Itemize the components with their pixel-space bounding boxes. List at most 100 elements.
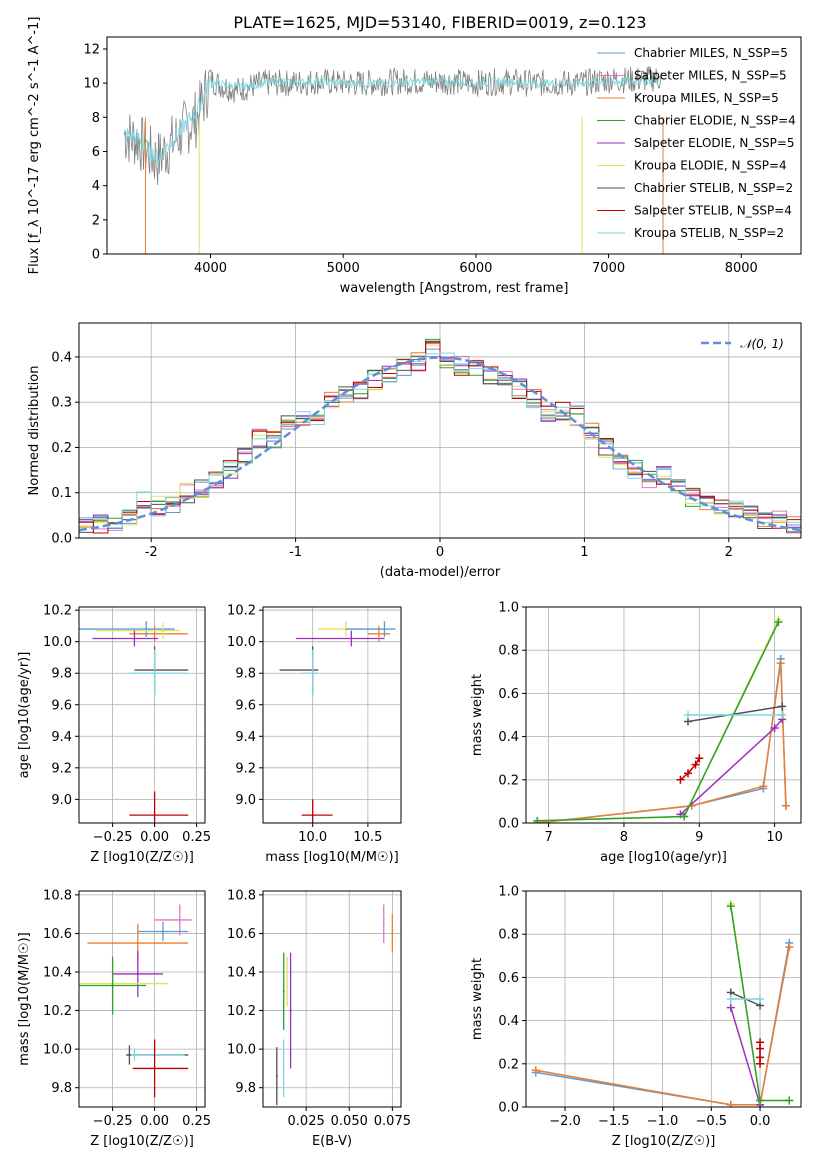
y-tick-label: 0.6 (498, 687, 519, 702)
legend-label: Salpeter MILES, N_SSP=5 (634, 69, 787, 83)
weight-series-kroupa-miles (535, 947, 791, 1106)
x-axis-label: E(B-V) (312, 1134, 352, 1149)
data-point-marker (683, 769, 692, 778)
data-point-marker (756, 1053, 765, 1062)
data-point (282, 990, 285, 993)
x-tick-label: -2 (145, 545, 158, 560)
y-tick-label: 12 (83, 42, 100, 57)
y-tick-label: 10.6 (43, 927, 72, 942)
panel-1-frame (78, 322, 802, 539)
y-tick-label: 0.0 (498, 817, 519, 832)
panel-6-axes (259, 891, 401, 1111)
y-tick-label: 0.1 (51, 486, 72, 501)
data-point-marker (774, 618, 783, 627)
data-point (383, 628, 386, 631)
x-tick-label: −0.25 (93, 830, 133, 845)
y-tick-label: 9.4 (235, 730, 256, 745)
x-tick-label: 10 (766, 830, 783, 845)
panel-2-frame (78, 606, 206, 824)
x-tick-label: 9 (695, 830, 703, 845)
data-point-marker (680, 812, 689, 821)
x-tick-label: 0.075 (374, 1114, 411, 1129)
panel-0-axes (103, 48, 742, 258)
x-tick-label: -1 (289, 545, 302, 560)
legend-label: Chabrier MILES, N_SSP=5 (634, 46, 788, 60)
y-tick-label: 0.8 (498, 644, 519, 659)
x-tick-label: 8 (620, 830, 628, 845)
y-tick-label: 9.2 (51, 761, 72, 776)
weight-lines (531, 899, 794, 1107)
x-tick-label: 0.25 (182, 830, 211, 845)
y-axis-label: mass [log10(M/M☉)] (17, 932, 32, 1065)
y-tick-label: 9.6 (51, 698, 72, 713)
x-tick-label: 10.0 (298, 830, 327, 845)
y-tick-label: 10 (83, 77, 100, 92)
data-point (311, 672, 314, 675)
y-tick-label: 0.8 (498, 928, 519, 943)
spectrum-series-data (123, 66, 663, 186)
data-point-marker (785, 1096, 794, 1105)
normal-curve (79, 356, 801, 532)
y-axis-label: age [log10(age/yr)] (17, 652, 32, 779)
errorbars (279, 621, 396, 823)
errorbars (275, 904, 394, 1106)
data-point (377, 632, 380, 635)
spectrum-series-model (123, 75, 663, 166)
weight-lines (533, 615, 790, 823)
y-tick-label: 10.2 (43, 1004, 72, 1019)
data-point (153, 632, 156, 635)
y-tick-label: 9.6 (235, 698, 256, 713)
y-tick-label: 10.0 (227, 635, 256, 650)
y-tick-label: 0.2 (498, 773, 519, 788)
y-tick-label: 0.3 (51, 396, 72, 411)
y-tick-label: 0.2 (51, 441, 72, 456)
legend-label: Chabrier ELODIE, N_SSP=4 (634, 114, 796, 128)
panel-0-frame (106, 36, 802, 255)
y-tick-label: 2 (92, 213, 100, 228)
y-tick-label: 0.4 (498, 1014, 519, 1029)
x-tick-label: 7000 (592, 261, 625, 276)
data-point (153, 672, 156, 675)
data-point (162, 629, 164, 632)
data-point-marker (695, 754, 704, 763)
y-tick-label: 10.0 (43, 1043, 72, 1058)
y-tick-label: 9.0 (235, 793, 256, 808)
y-tick-label: 8 (92, 111, 100, 126)
legend-label: Salpeter ELODIE, N_SSP=5 (634, 136, 795, 150)
panel-2-axes (75, 607, 205, 827)
panel-4-frame (525, 606, 802, 824)
y-tick-label: 10.8 (43, 888, 72, 903)
y-tick-label: 9.0 (51, 793, 72, 808)
y-tick-label: 10.2 (227, 1004, 256, 1019)
x-tick-label: 0 (436, 545, 444, 560)
y-tick-label: 10.0 (227, 1043, 256, 1058)
data-point-marker (770, 723, 779, 732)
data-point (136, 942, 139, 945)
weight-series-salpeter-stelib (680, 757, 700, 781)
y-tick-label: 10.0 (43, 635, 72, 650)
x-axis-label: (data-model)/error (380, 565, 501, 580)
panel-7-frame (525, 890, 802, 1108)
panel-3-frame (262, 606, 402, 824)
data-point (153, 814, 156, 817)
data-point-marker (778, 702, 787, 711)
data-point-marker (726, 902, 735, 911)
x-tick-label: 2 (725, 545, 733, 560)
y-tick-label: 10.6 (227, 927, 256, 942)
data-point (178, 918, 181, 921)
y-tick-label: 4 (92, 179, 100, 194)
data-point (162, 930, 164, 933)
x-axis-label: Z [log10(Z/Z☉)] (612, 1134, 716, 1149)
y-tick-label: 0.4 (498, 730, 519, 745)
y-axis-label: mass weight (470, 674, 485, 756)
x-tick-label: −1.5 (598, 1114, 630, 1129)
legend-label: 𝒩(0, 1) (740, 337, 784, 351)
x-tick-label: −1.0 (647, 1114, 679, 1129)
x-tick-label: 7 (544, 830, 552, 845)
y-tick-label: 10.4 (227, 966, 256, 981)
data-point-marker (683, 711, 692, 719)
x-tick-label: 0.00 (140, 830, 169, 845)
data-point (153, 1067, 156, 1070)
data-point-marker (676, 775, 685, 784)
data-point-marker (756, 1096, 765, 1105)
